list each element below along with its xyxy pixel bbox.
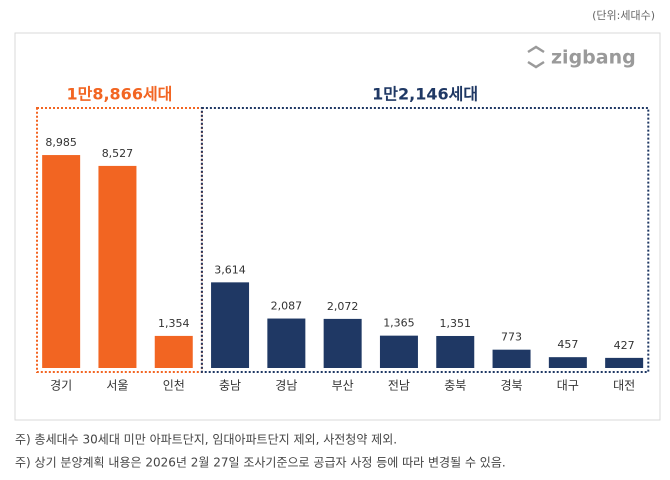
- value-label: 2,072: [327, 300, 359, 313]
- footnote: 주) 총세대수 30세대 미만 아파트단지, 임대아파트단지 제외, 사전청약 …: [15, 432, 397, 447]
- x-tick-label: 충북: [444, 379, 466, 393]
- bar: [379, 335, 418, 368]
- bar: [267, 318, 306, 368]
- unit-label: (단위:세대수): [592, 9, 655, 22]
- bar: [98, 165, 137, 368]
- x-tick-label: 전남: [388, 379, 410, 393]
- x-tick-label: 충남: [219, 379, 241, 393]
- value-label: 457: [557, 338, 578, 351]
- group-label: 1만8,866세대: [66, 85, 172, 104]
- x-tick-label: 인천: [163, 378, 185, 393]
- value-label: 1,365: [383, 317, 415, 330]
- value-label: 1,351: [440, 317, 472, 330]
- bar: [436, 335, 475, 368]
- bar: [605, 357, 644, 368]
- bar: [492, 349, 531, 368]
- bar: [211, 282, 250, 368]
- x-tick-label: 경북: [501, 379, 523, 393]
- x-tick-label: 대구: [557, 379, 579, 393]
- x-tick-label: 부산: [332, 379, 354, 393]
- x-tick-label: 경남: [275, 379, 297, 393]
- group-label: 1만2,146세대: [372, 85, 478, 104]
- bar: [42, 155, 81, 368]
- footnote: 주) 상기 분양계획 내용은 2026년 2월 27일 조사기준으로 공급자 사…: [15, 456, 506, 470]
- bar: [548, 357, 587, 368]
- logo-icon: [527, 45, 545, 69]
- x-tick-label: 경기: [50, 379, 72, 393]
- value-label: 8,527: [102, 147, 134, 160]
- value-label: 773: [501, 331, 522, 344]
- bar: [323, 318, 362, 368]
- value-label: 2,087: [271, 300, 303, 313]
- logo: zigbang: [551, 47, 636, 69]
- value-label: 3,614: [214, 263, 246, 276]
- x-tick-label: 서울: [106, 379, 128, 393]
- value-label: 8,985: [45, 136, 77, 149]
- bar: [154, 335, 193, 368]
- value-label: 1,354: [158, 317, 190, 330]
- value-label: 427: [614, 339, 635, 352]
- group-box: [200, 107, 650, 373]
- x-tick-label: 대전: [613, 379, 635, 393]
